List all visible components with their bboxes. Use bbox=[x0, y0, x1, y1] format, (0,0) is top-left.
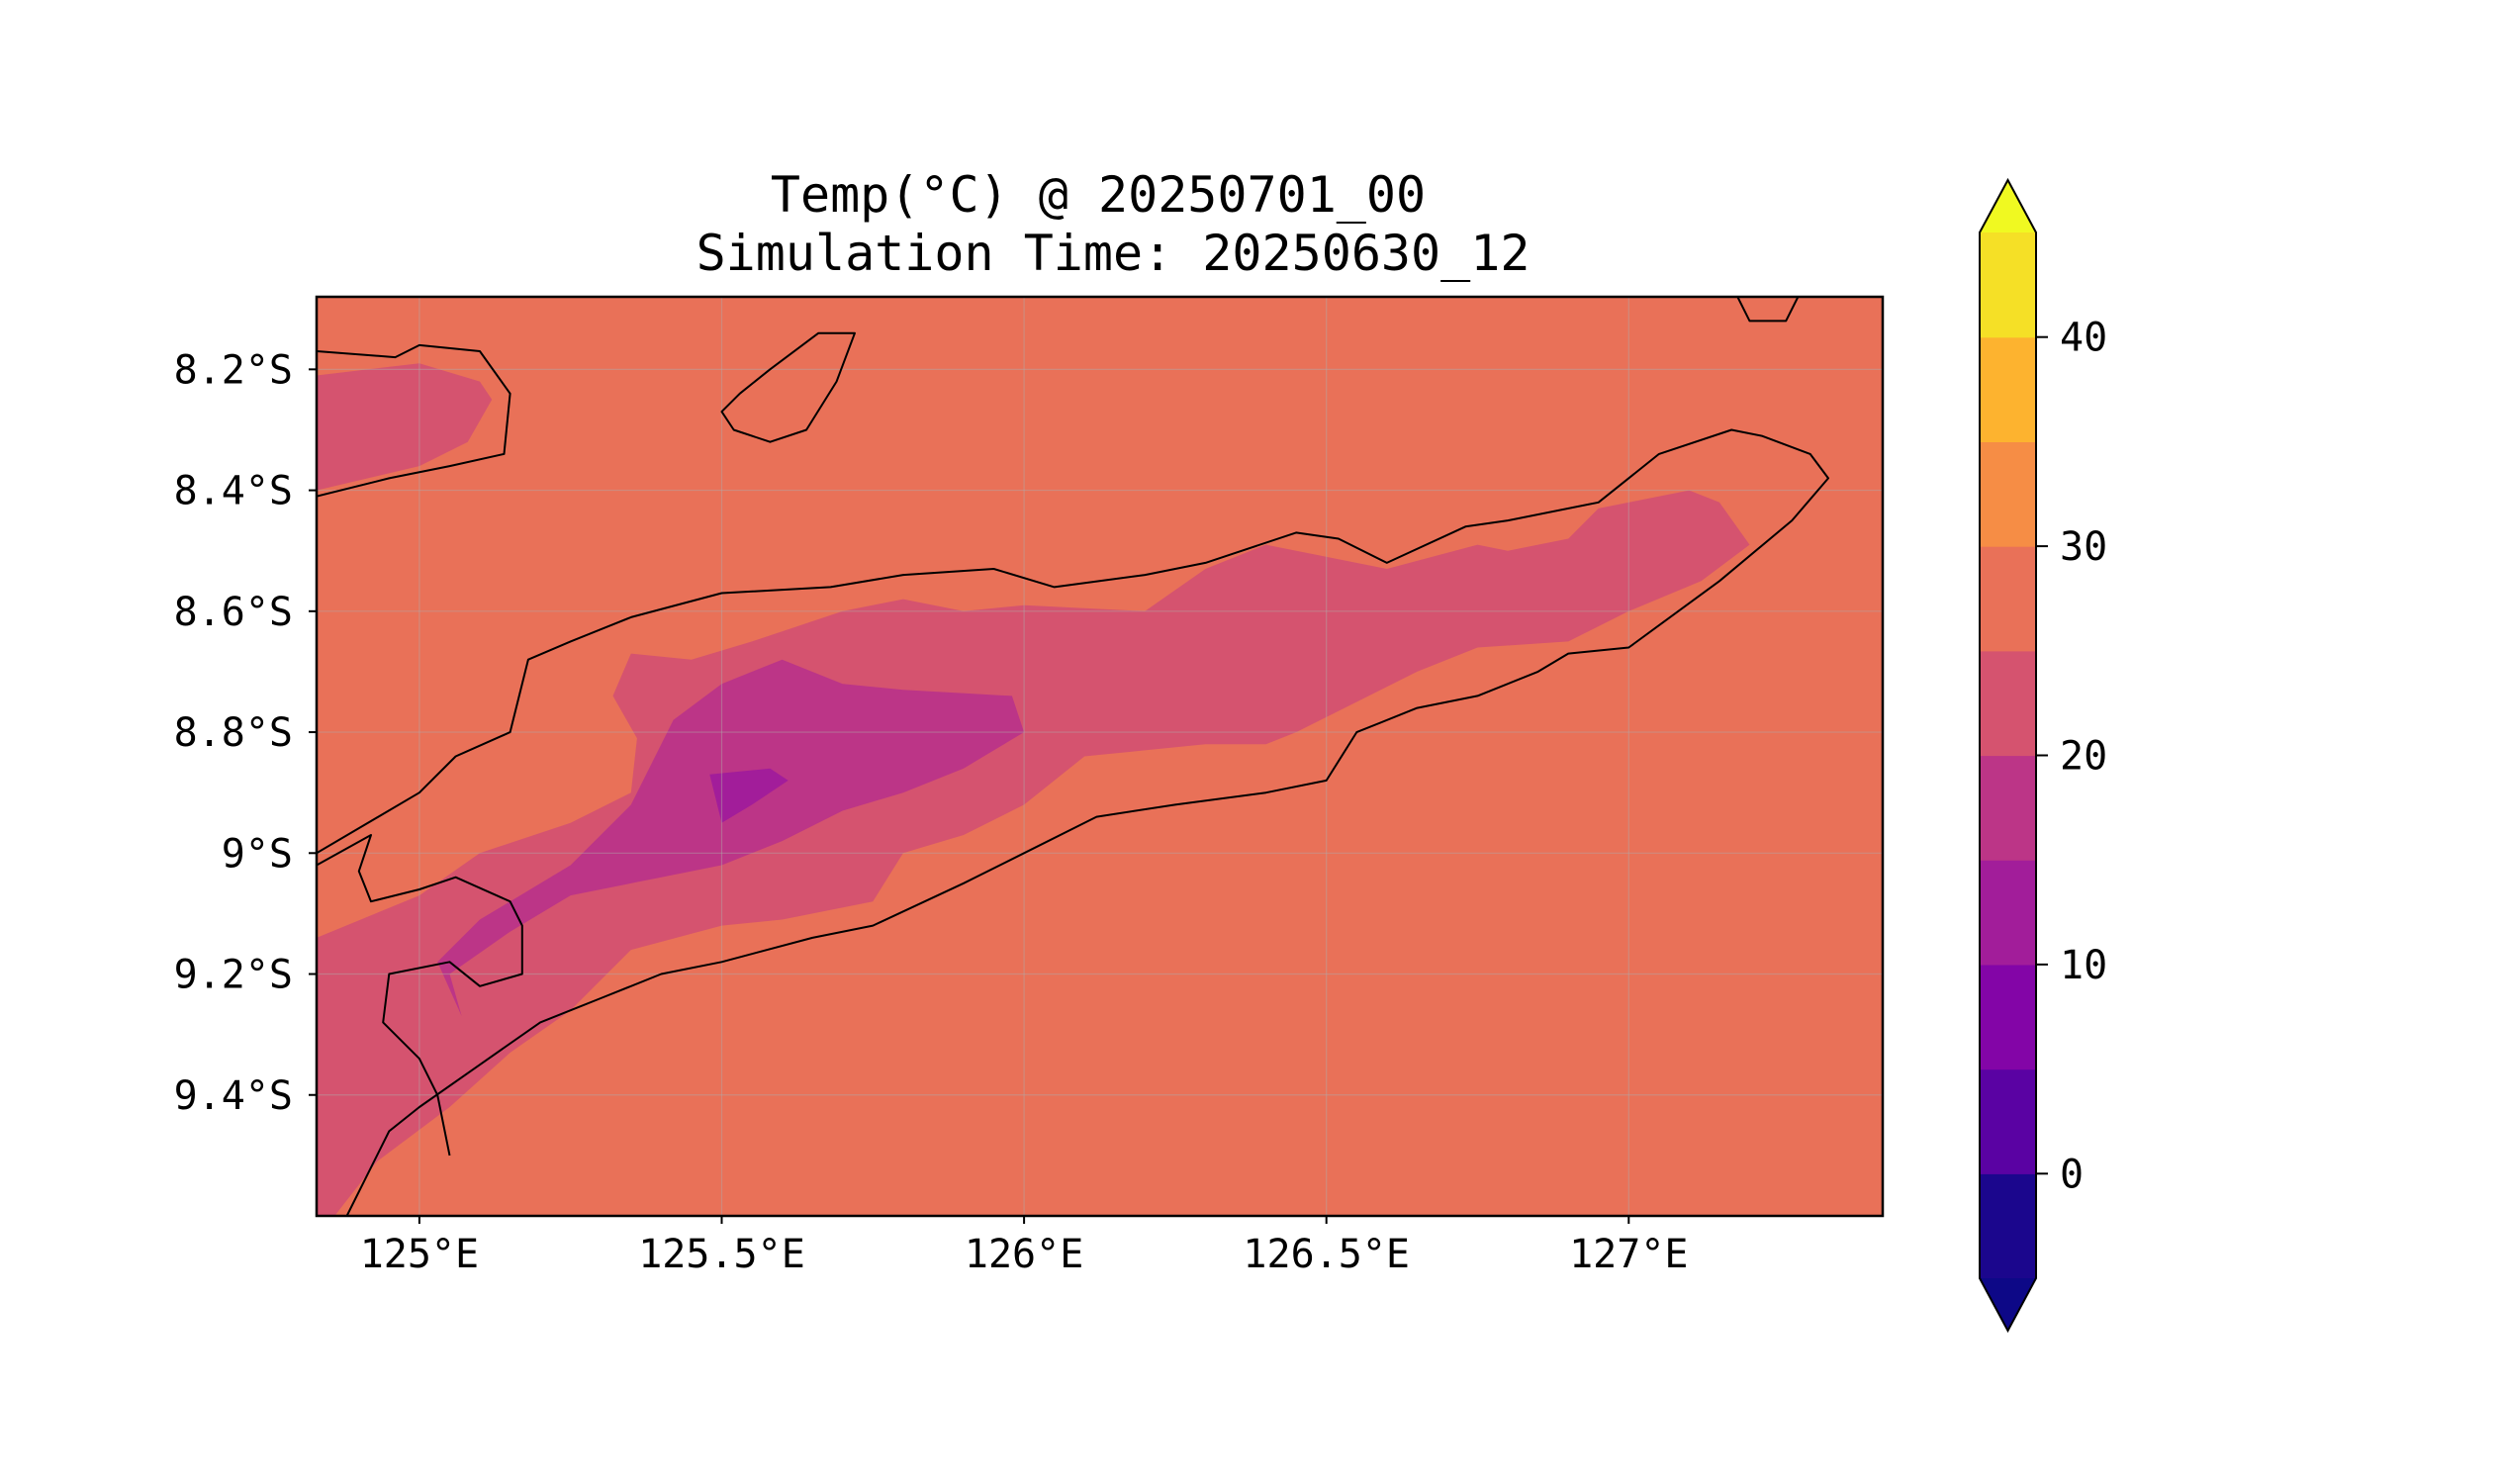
coastlines bbox=[317, 297, 1829, 1216]
colorbar-tick-label-2: 20 bbox=[2060, 734, 2107, 780]
map-plot-area bbox=[315, 295, 1885, 1218]
y-tick-label-1: 8.4°S bbox=[174, 469, 293, 514]
contour-fills bbox=[317, 363, 1750, 1216]
colorbar-tick-label-0: 0 bbox=[2060, 1152, 2084, 1197]
colorbar-outline bbox=[1979, 177, 2037, 1334]
coastline-1 bbox=[720, 331, 856, 443]
x-tick-label-0: 125°E bbox=[360, 1232, 479, 1277]
x-tick-label-1: 125.5°E bbox=[638, 1232, 805, 1277]
colorbar-segment-5 bbox=[1980, 650, 2036, 757]
colorbar-segment-4 bbox=[1980, 755, 2036, 861]
colorbar-over-extend bbox=[1980, 180, 2036, 232]
colorbar-segment-0 bbox=[1980, 1173, 2036, 1279]
title-line-1: Temp(°C) @ 20250701_00 bbox=[771, 166, 1426, 224]
y-tick-label-5: 9.2°S bbox=[174, 953, 293, 998]
colorbar: 0 10 20 30 40 bbox=[1979, 177, 2107, 1334]
y-tick-label-2: 8.6°S bbox=[174, 590, 293, 635]
contour-region-local-minimum bbox=[709, 768, 788, 823]
colorbar-tick-label-4: 40 bbox=[2060, 316, 2107, 361]
y-tick-label-3: 8.8°S bbox=[174, 710, 293, 756]
colorbar-under-extend bbox=[1980, 1278, 2036, 1331]
contour-region-central-core bbox=[437, 659, 1025, 1017]
coastline-0 bbox=[317, 343, 511, 498]
contour-region-central-ridge bbox=[317, 490, 1750, 1216]
colorbar-segment-7 bbox=[1980, 441, 2036, 547]
y-tick-label-4: 9°S bbox=[222, 831, 293, 877]
x-tick-label-2: 126°E bbox=[965, 1232, 1083, 1277]
x-tick-label-3: 126.5°E bbox=[1243, 1232, 1410, 1277]
map-background-fill bbox=[317, 297, 1883, 1216]
y-tick-label-0: 8.2°S bbox=[174, 347, 293, 393]
coastline-4 bbox=[317, 834, 523, 1157]
contour-region-north-west-patch bbox=[317, 363, 493, 491]
title-line-2: Simulation Time: 20250630_12 bbox=[696, 225, 1530, 282]
gridlines bbox=[317, 297, 1883, 1216]
colorbar-segment-8 bbox=[1980, 336, 2036, 442]
coastline-3 bbox=[317, 428, 1829, 1216]
colorbar-segment-2 bbox=[1980, 964, 2036, 1070]
y-tick-label-6: 9.4°S bbox=[174, 1073, 293, 1119]
colorbar-tick-label-1: 10 bbox=[2060, 943, 2107, 988]
coastline-2 bbox=[1736, 297, 1800, 323]
colorbar-segment-9 bbox=[1980, 232, 2036, 338]
y-axis-tick-labels: 8.2°S 8.4°S 8.6°S 8.8°S 9°S 9.2°S 9.4°S bbox=[174, 347, 317, 1119]
map-frame bbox=[315, 295, 1885, 1218]
colorbar-segment-3 bbox=[1980, 860, 2036, 966]
colorbar-tick-label-3: 30 bbox=[2060, 524, 2107, 570]
colorbar-segment-6 bbox=[1980, 546, 2036, 652]
colorbar-segment-1 bbox=[1980, 1068, 2036, 1174]
x-axis-tick-labels: 125°E 125.5°E 126°E 126.5°E 127°E bbox=[360, 1216, 1689, 1277]
x-tick-label-4: 127°E bbox=[1569, 1232, 1688, 1277]
